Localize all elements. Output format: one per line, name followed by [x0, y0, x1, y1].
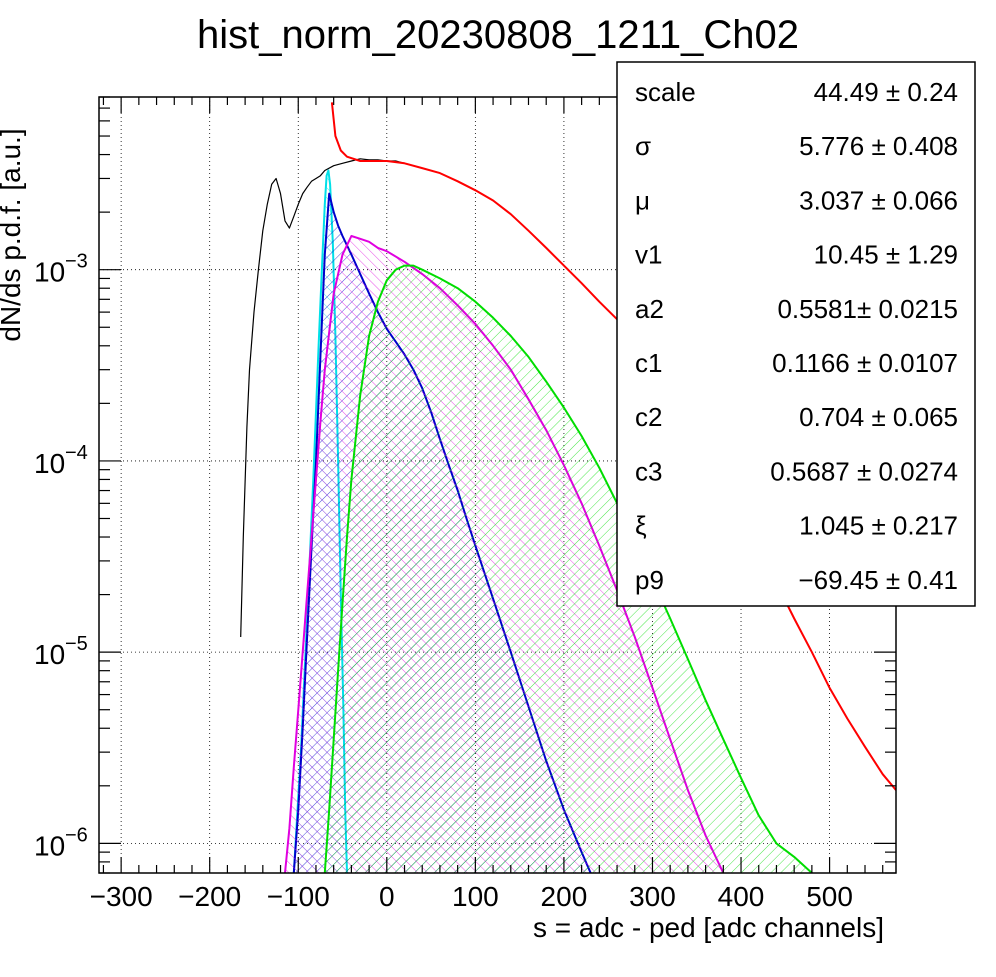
stats-box-frame: [616, 61, 976, 607]
fit-total-curve: [330, 102, 896, 791]
component-fill-5: [324, 265, 812, 873]
component-curve-5: [323, 264, 813, 873]
stats-row-value: 44.49 ± 0.24: [814, 77, 958, 107]
stats-row-value: 0.5687 ± 0.0274: [770, 456, 958, 486]
stats-row-label: ξ: [635, 511, 647, 541]
x-tick-label: 200: [541, 881, 588, 912]
stats-row-value: 0.704 ± 0.065: [799, 402, 958, 432]
series-layer: [240, 102, 896, 873]
stats-row-value: 3.037 ± 0.066: [799, 185, 958, 215]
stats-row-label: v1: [635, 240, 662, 270]
stats-row-value: 5.776 ± 0.408: [799, 131, 958, 161]
x-tick-label: 100: [452, 881, 499, 912]
stats-row-value: 0.1166 ± 0.0107: [772, 348, 958, 378]
chart-title: hist_norm_20230808_1211_Ch02: [197, 13, 799, 57]
y-tick-exponent: −6: [65, 824, 88, 846]
y-tick-exponent: −3: [65, 251, 88, 273]
stats-row-label: c3: [635, 456, 662, 486]
stats-row-label: μ: [635, 185, 650, 215]
stats-row-label: σ: [635, 131, 651, 161]
x-axis-label: s = adc - ped [adc channels]: [533, 912, 884, 943]
y-tick-exponent: −4: [65, 442, 88, 464]
x-tick-label: −300: [90, 881, 153, 912]
stats-row-value: 0.5581± 0.0215: [777, 294, 958, 324]
y-tick-label: 10: [34, 830, 65, 861]
stats-row-label: scale: [635, 77, 696, 107]
x-tick-label: 300: [629, 881, 676, 912]
x-tick-label: 400: [718, 881, 765, 912]
x-tick-label: −200: [178, 881, 241, 912]
y-tick-label: 10: [34, 448, 65, 479]
stats-row-label: a2: [635, 294, 664, 324]
y-tick-label: 10: [34, 639, 65, 670]
stats-row-label: p9: [635, 565, 664, 595]
stats-row-value: −69.45 ± 0.41: [798, 565, 958, 595]
fit-stats-box: scale 44.49 ± 0.24 σ 5.776 ± 0.408 μ 3.037 ± …: [616, 61, 976, 607]
x-tick-label: 500: [806, 881, 853, 912]
stats-row-label: c1: [635, 348, 662, 378]
y-tick-label: 10: [34, 257, 65, 288]
stats-row-label: c2: [635, 402, 662, 432]
y-tick-exponent: −5: [65, 633, 88, 655]
y-axis-label: dN/ds p.d.f. [a.u.]: [0, 128, 26, 341]
stats-row-value: 1.045 ± 0.217: [799, 511, 958, 541]
stats-row-value: 10.45 ± 1.29: [814, 240, 958, 270]
x-tick-label: 0: [379, 881, 395, 912]
x-tick-label: −100: [267, 881, 330, 912]
